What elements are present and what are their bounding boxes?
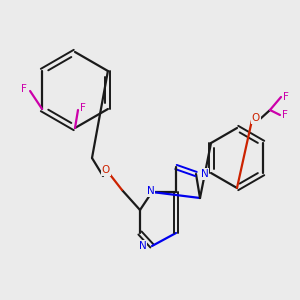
Text: N: N <box>147 186 155 196</box>
Text: O: O <box>252 113 260 123</box>
Text: O: O <box>102 165 110 175</box>
Text: F: F <box>283 92 289 102</box>
Text: N: N <box>201 169 209 179</box>
Text: F: F <box>80 103 86 113</box>
Text: F: F <box>282 110 288 120</box>
Text: F: F <box>21 84 27 94</box>
Text: N: N <box>139 241 147 251</box>
